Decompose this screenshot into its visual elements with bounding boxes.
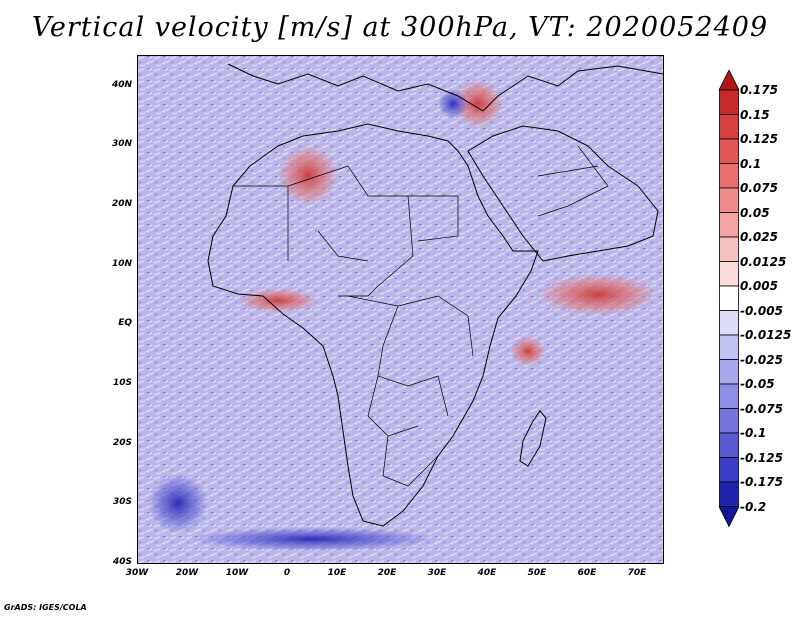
colorbar-tick-label: 0.1 xyxy=(740,156,762,171)
lat-tick-label: 10N xyxy=(111,258,132,269)
colorbar-swatch xyxy=(719,457,739,483)
lon-tick-label: 20W xyxy=(175,568,199,578)
lat-tick-label: 20S xyxy=(112,437,132,448)
descent-zone xyxy=(438,88,468,119)
colorbar-tick-label: 0.175 xyxy=(740,83,778,97)
coastline-europe xyxy=(227,63,663,112)
ascent-zone xyxy=(238,288,318,313)
colorbar-tick-label: 0.0125 xyxy=(740,254,787,269)
lat-tick-label: 40N xyxy=(111,79,132,90)
colorbar-tick-label: 0.125 xyxy=(740,132,778,146)
lat-tick-label: EQ xyxy=(118,318,132,329)
colorbar xyxy=(719,70,739,528)
lon-tick-label: 70E xyxy=(627,568,647,578)
ascent-zone xyxy=(278,145,338,206)
ascent-zone xyxy=(453,79,503,128)
colorbar-tick-label: -0.0125 xyxy=(740,328,792,342)
lon-tick-label: 0 xyxy=(283,568,291,578)
lon-tick-label: 40E xyxy=(477,568,497,578)
colorbar-swatch xyxy=(719,187,739,213)
colorbar-swatch xyxy=(719,481,739,507)
colorbar-tick-label: 0.075 xyxy=(740,181,778,195)
colorbar-tick-label: 0.15 xyxy=(740,107,770,122)
colorbar-tick-label: -0.005 xyxy=(740,303,783,318)
map-plot-area xyxy=(137,55,664,564)
lon-tick-label: 50E xyxy=(527,568,547,578)
lon-tick-label: 60E xyxy=(577,568,597,578)
colorbar-tick-label: -0.125 xyxy=(740,450,783,465)
lat-tick-label: 10S xyxy=(112,378,132,389)
ascent-zone xyxy=(510,336,546,367)
lat-tick-label: 30N xyxy=(111,139,132,150)
lon-tick-label: 10E xyxy=(327,568,347,578)
ascent-zone xyxy=(538,273,658,316)
lat-tick-label: 20N xyxy=(111,199,132,210)
colorbar-swatch xyxy=(719,334,739,360)
lon-tick-label: 30E xyxy=(427,568,447,578)
colorbar-swatch xyxy=(719,310,739,336)
country-borders xyxy=(233,145,609,487)
colorbar-swatch xyxy=(719,236,739,262)
colorbar-tick-label: -0.175 xyxy=(740,475,783,489)
colorbar-tick-label: 0.025 xyxy=(740,230,778,244)
lon-tick-label: 10W xyxy=(225,568,249,578)
colorbar-swatch xyxy=(719,432,739,458)
colorbar-bottom-arrow xyxy=(719,506,739,528)
colorbar-swatch xyxy=(719,138,739,164)
colorbar-swatch xyxy=(719,114,739,140)
coastline-madagascar xyxy=(519,410,547,467)
descent-zone xyxy=(188,527,438,552)
colorbar-top-arrow xyxy=(719,70,739,91)
coastline-africa xyxy=(207,123,539,527)
colorbar-tick-label: -0.075 xyxy=(740,401,783,416)
colorbar-swatch xyxy=(719,383,739,409)
field-anomalies xyxy=(148,79,658,552)
lat-tick-label: 40S xyxy=(112,557,132,567)
colorbar-swatch xyxy=(719,359,739,385)
colorbar-tick-label: 0.05 xyxy=(740,205,770,220)
colorbar-swatch xyxy=(719,408,739,434)
descent-zone xyxy=(148,473,208,534)
colorbar-swatch xyxy=(719,89,739,115)
colorbar-tick-label: 0.005 xyxy=(740,279,778,293)
colorbar-swatch xyxy=(719,285,739,311)
coastline-arabia xyxy=(467,125,659,262)
chart-title: Vertical velocity [m/s] at 300hPa, VT: 2… xyxy=(31,12,769,43)
colorbar-swatch xyxy=(719,212,739,238)
colorbar-tick-label: -0.1 xyxy=(740,426,767,440)
colorbar-tick-label: -0.05 xyxy=(740,377,775,391)
lon-tick-label: 20E xyxy=(377,568,397,578)
lat-tick-label: 30S xyxy=(112,497,132,508)
colorbar-swatch xyxy=(719,261,739,287)
grads-credit: GrADS: IGES/COLA xyxy=(4,603,87,612)
lon-tick-label: 30W xyxy=(125,568,149,578)
colorbar-tick-label: -0.2 xyxy=(740,499,767,514)
colorbar-tick-label: -0.025 xyxy=(740,352,783,367)
colorbar-swatch xyxy=(719,163,739,189)
vertical-velocity-field xyxy=(138,56,663,563)
